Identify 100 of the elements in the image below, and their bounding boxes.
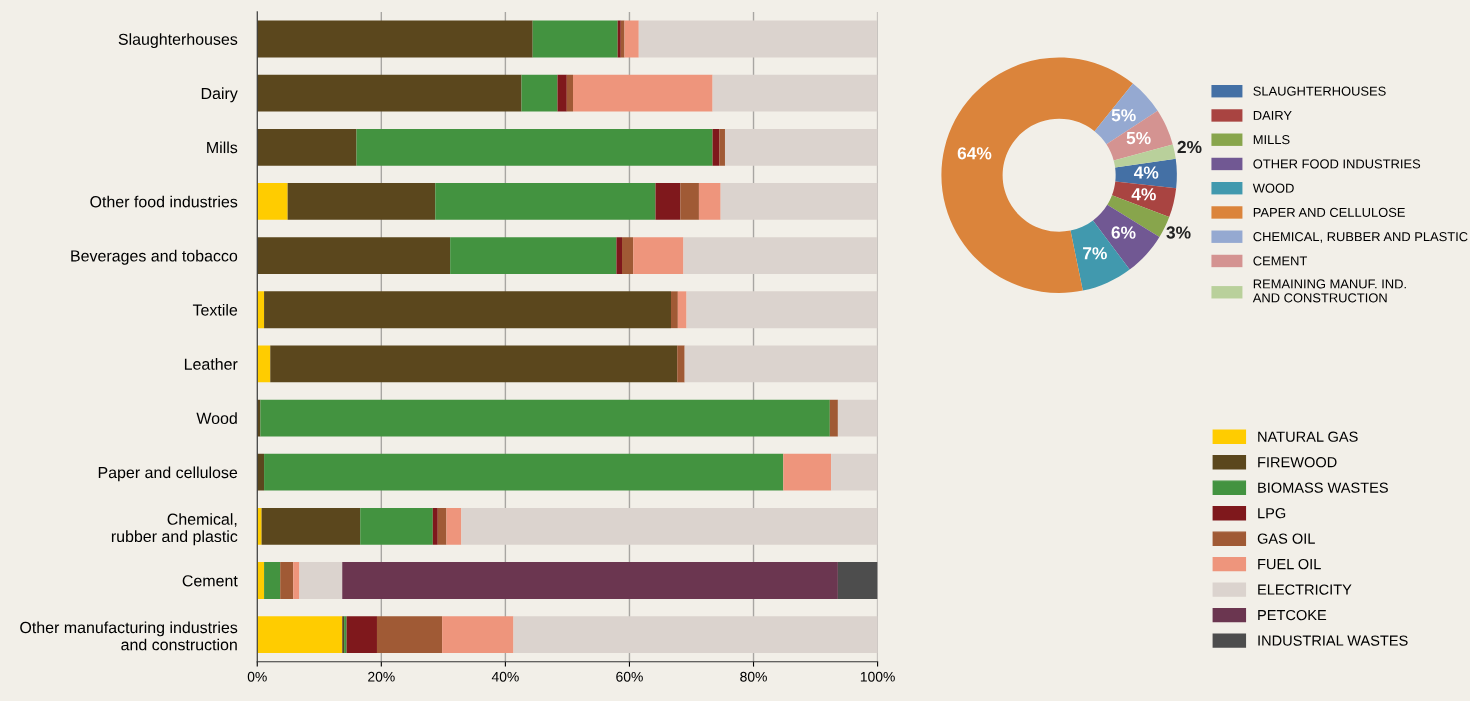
bar	[724, 128, 878, 166]
bar	[783, 453, 832, 491]
bar	[671, 291, 678, 329]
legend-label: MILLS	[1253, 135, 1290, 145]
bar	[573, 74, 713, 112]
legend-label: OTHER FOOD INDUSTRIES	[1253, 159, 1421, 169]
legend-label: FIREWOOD	[1258, 457, 1337, 468]
data-label: 2%	[1177, 140, 1202, 154]
bar	[261, 507, 361, 545]
bar	[684, 345, 878, 383]
x-tick-label: 40%	[491, 671, 519, 682]
bar	[683, 237, 877, 275]
y-tick-label: Paper and cellulose	[98, 466, 238, 482]
x-tick-label: 80%	[740, 671, 767, 682]
donut-slice	[1113, 144, 1176, 168]
bar	[360, 507, 433, 545]
bar	[299, 562, 343, 599]
legend-label: CHEMICAL, RUBBER AND PLASTIC	[1253, 232, 1468, 243]
y-tick-label: Mills	[207, 141, 238, 154]
data-label: 64%	[957, 147, 992, 160]
legend-label: PAPER AND CELLULOSE	[1253, 207, 1405, 217]
bar	[712, 74, 878, 112]
bar	[557, 74, 567, 112]
y-tick-label: Other manufacturing industries and construction	[20, 621, 238, 651]
bar	[376, 616, 443, 654]
bar	[461, 507, 878, 545]
bar	[435, 183, 656, 220]
legend-label: FUEL OIL	[1258, 558, 1321, 570]
bar	[831, 453, 878, 491]
bar	[720, 183, 878, 220]
legend-label: NATURAL GAS	[1258, 431, 1358, 442]
bar	[686, 291, 878, 329]
legend-label: BIOMASS WASTES	[1258, 482, 1388, 493]
bar	[264, 453, 784, 491]
bar	[617, 20, 621, 58]
bar	[257, 183, 288, 220]
bar	[257, 507, 262, 545]
y-tick-label: Textile	[192, 303, 238, 316]
bar	[677, 291, 687, 329]
y-tick-label: Wood	[196, 412, 237, 424]
bar	[513, 616, 878, 654]
data-label: 4%	[1133, 166, 1159, 179]
bar	[616, 237, 623, 275]
bar	[280, 562, 294, 599]
data-label: 5%	[1111, 109, 1136, 122]
bar	[257, 128, 357, 166]
bar	[521, 74, 558, 112]
bar	[260, 399, 830, 437]
bar	[257, 74, 522, 112]
bar	[566, 74, 573, 112]
donut-slice	[1094, 83, 1158, 145]
bar	[450, 237, 617, 275]
x-tick-label: 60%	[616, 671, 643, 682]
legend-label: LPG	[1258, 507, 1286, 519]
x-tick-label: 100%	[860, 671, 895, 682]
data-label: 4%	[1131, 188, 1156, 201]
legend-label: CEMENT	[1253, 256, 1308, 266]
bar	[287, 183, 436, 220]
bar	[356, 128, 713, 166]
data-label: 5%	[1126, 131, 1151, 145]
bar	[680, 183, 699, 220]
bar	[532, 20, 618, 58]
bar	[257, 345, 271, 383]
bar	[346, 616, 377, 654]
y-tick-label: Dairy	[201, 87, 238, 103]
bar	[677, 345, 685, 383]
y-tick-label: Other food industries	[90, 195, 238, 208]
donut-slice	[1106, 110, 1173, 161]
bar	[437, 507, 447, 545]
bar	[719, 128, 725, 166]
bar	[342, 562, 838, 599]
legend-label: GAS OIL	[1257, 533, 1315, 544]
x-tick-label: 20%	[368, 671, 395, 682]
bar	[837, 562, 878, 599]
bar	[622, 237, 634, 275]
bar	[829, 399, 838, 437]
legend-label: PETCOKE	[1258, 609, 1327, 621]
bar	[432, 507, 438, 545]
bar	[698, 183, 721, 220]
bar	[638, 20, 877, 58]
bar	[264, 291, 672, 329]
legend-label: WOOD	[1252, 183, 1294, 193]
bar	[837, 399, 878, 437]
bar	[624, 20, 639, 58]
bar	[257, 616, 343, 654]
bar	[655, 183, 681, 220]
y-tick-label: Beverages and tobacco	[71, 249, 238, 265]
bar	[257, 237, 451, 275]
data-label: 6%	[1111, 226, 1136, 239]
legend-label: SLAUGHTERHOUSES	[1253, 86, 1386, 96]
data-label: 7%	[1083, 247, 1107, 260]
bar	[264, 562, 281, 599]
bar	[270, 345, 678, 383]
bar	[257, 20, 533, 58]
y-tick-label: Slaughterhouses	[118, 33, 238, 49]
donut-slice	[1111, 181, 1177, 218]
bar	[442, 616, 514, 654]
bar	[293, 562, 300, 599]
bar	[446, 507, 462, 545]
data-label: 3%	[1166, 226, 1191, 239]
